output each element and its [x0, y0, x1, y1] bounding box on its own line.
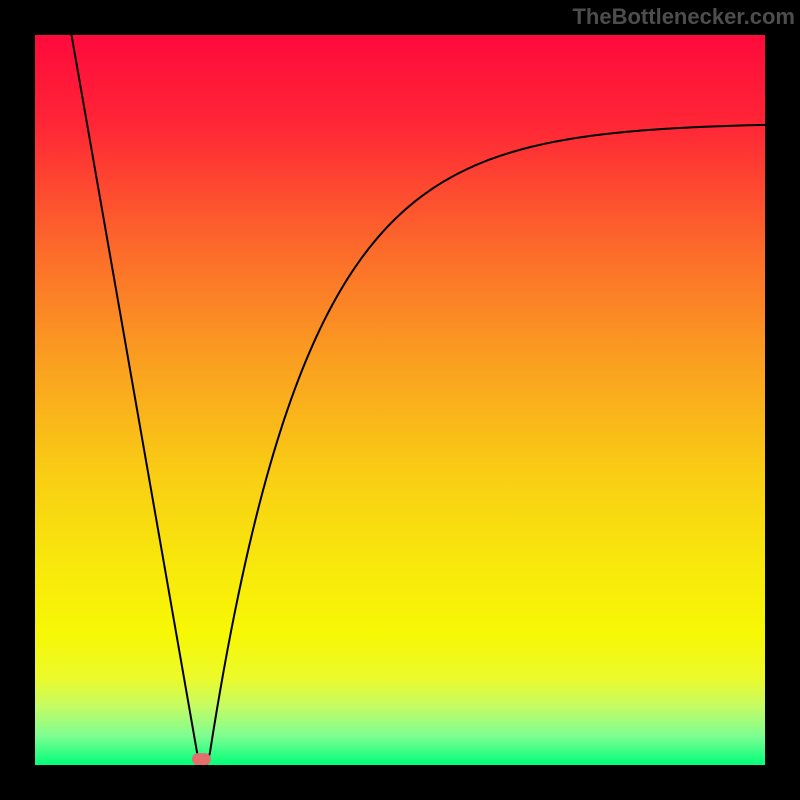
- chart-svg: [35, 35, 765, 765]
- watermark-text: TheBottlenecker.com: [572, 4, 795, 30]
- gradient-background: [35, 35, 765, 765]
- plot-area: [35, 35, 765, 765]
- optimum-marker: [192, 753, 211, 765]
- chart-frame: TheBottlenecker.com: [0, 0, 800, 800]
